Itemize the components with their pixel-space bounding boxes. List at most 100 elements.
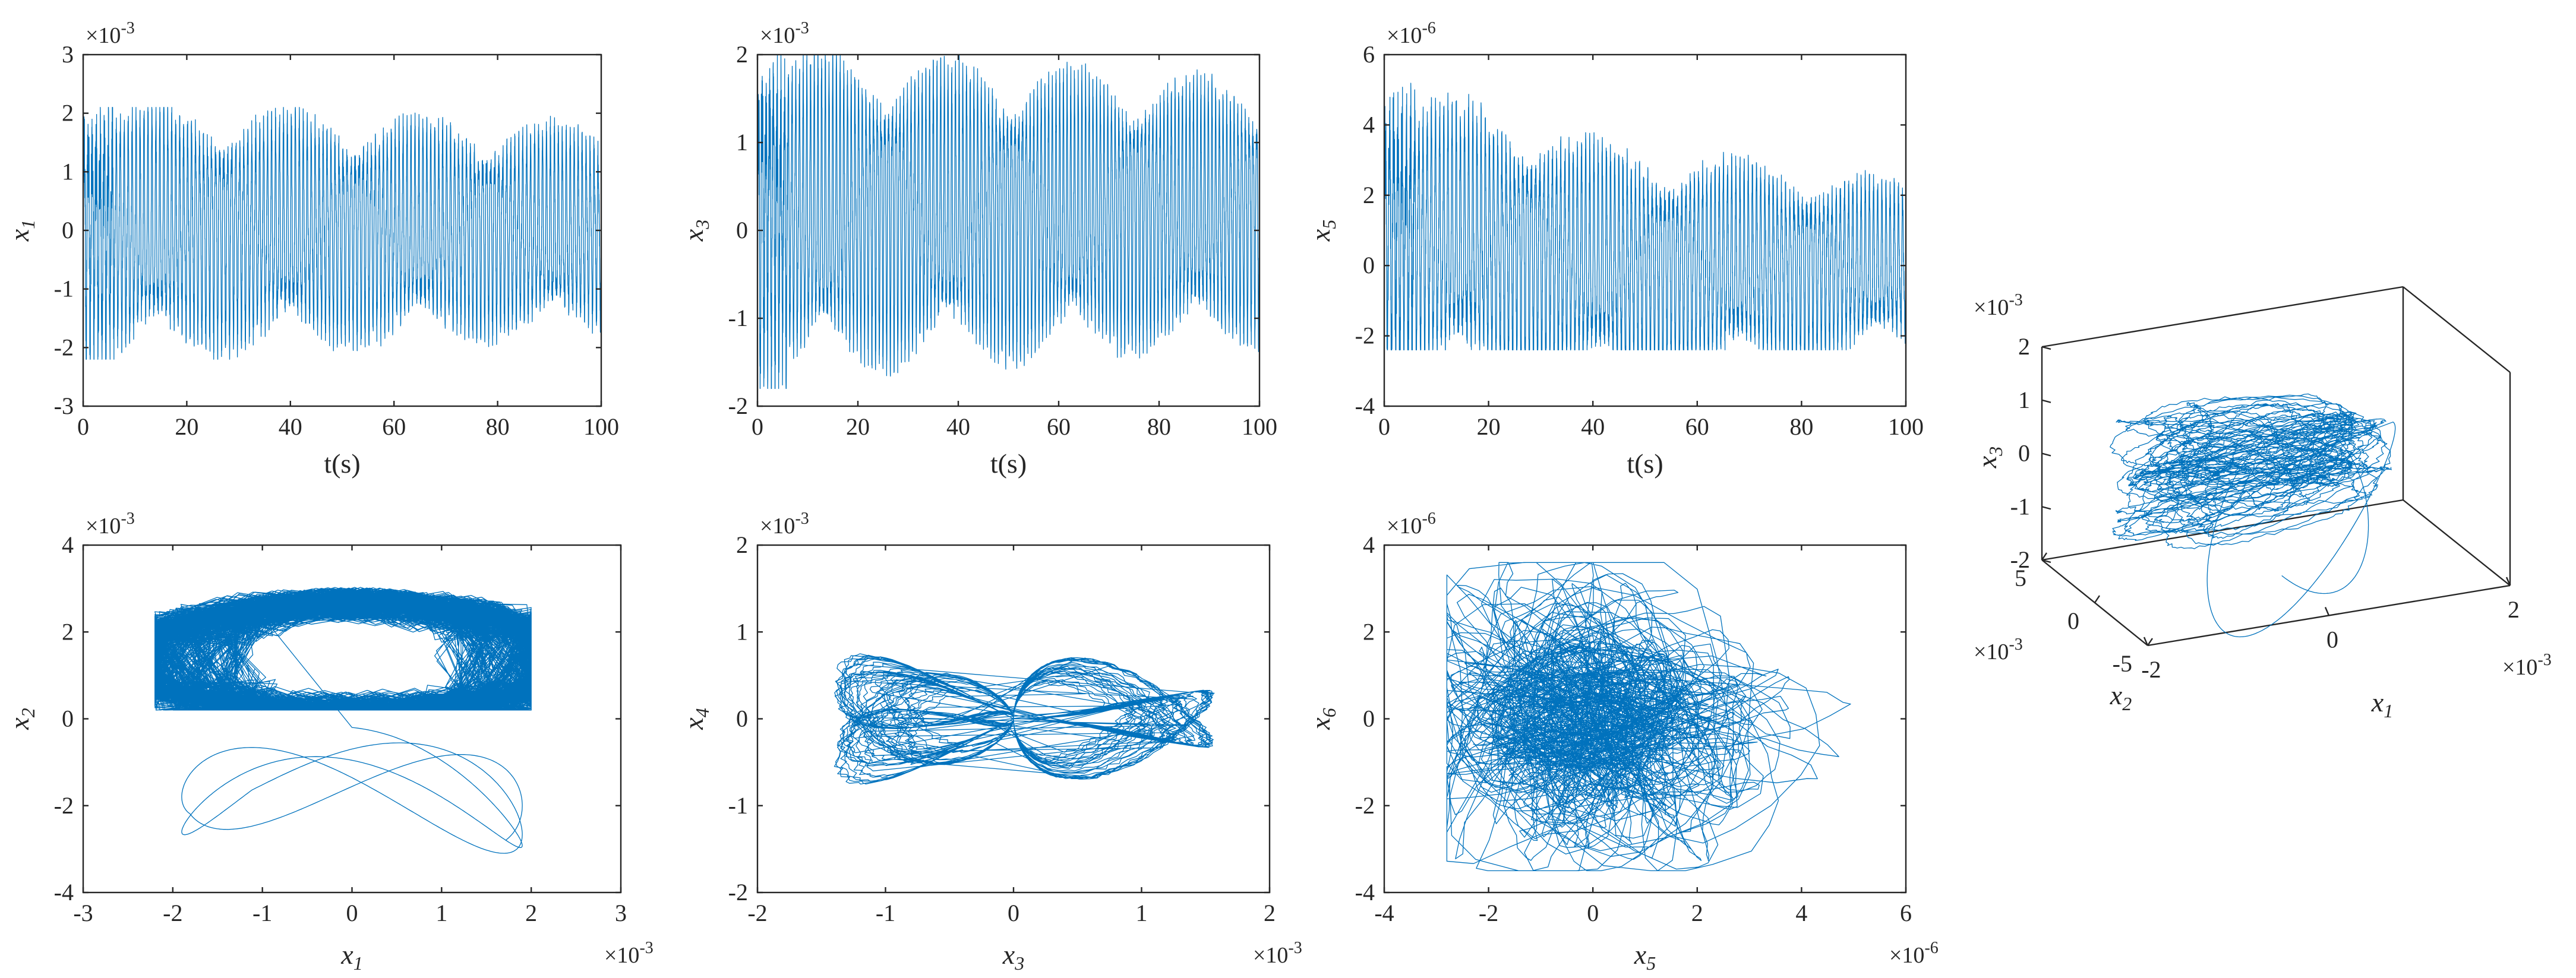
x-tick-mark bbox=[2143, 637, 2149, 646]
y-axis-label: x2 bbox=[4, 708, 39, 730]
y-multiplier-base: ×10 bbox=[1974, 640, 2009, 664]
x-tick-label: 1 bbox=[435, 900, 447, 926]
x-tick-label: 60 bbox=[1685, 413, 1709, 440]
x-tick-label: 20 bbox=[846, 413, 870, 440]
x-multiplier: ×10-6 bbox=[1889, 939, 1939, 968]
x-tick-label: -3 bbox=[73, 900, 93, 926]
y-multiplier-base: ×10 bbox=[760, 514, 795, 539]
series-line-3d bbox=[2110, 393, 2396, 638]
chart-x3-t: 0 20 40 60 80 100 -2 -1 0 1 2 t(s) x3 ×10-3 bbox=[678, 19, 1277, 479]
y-axis-label-text: x5 bbox=[1305, 220, 1340, 242]
x-axis-label-text: x5 bbox=[1634, 939, 1656, 974]
z-tick-label: -1 bbox=[2010, 493, 2030, 520]
series-line-x1-t bbox=[83, 107, 601, 360]
x-tick-label: 4 bbox=[1795, 900, 1807, 926]
y-tick-label: -1 bbox=[728, 305, 748, 331]
z-axis-label: x3 bbox=[1972, 447, 2006, 469]
x-tick-label: -2 bbox=[1479, 900, 1498, 926]
y-multiplier: ×10-6 bbox=[1387, 509, 1436, 539]
x-tick-label: 0 bbox=[77, 413, 89, 440]
y-axis-label: x5 bbox=[1305, 220, 1340, 242]
x-tick-label: 2 bbox=[525, 900, 537, 926]
x-tick-label: 40 bbox=[1581, 413, 1605, 440]
z-multiplier-base: ×10 bbox=[1974, 295, 2009, 320]
y-tick-label: 2 bbox=[736, 531, 748, 558]
box-edge-back-right bbox=[2403, 499, 2511, 586]
y-axis-label-sub: 4 bbox=[692, 708, 713, 717]
y-axis-label-sub: 2 bbox=[2122, 693, 2132, 714]
x-tick-label: 0 bbox=[1378, 413, 1390, 440]
y-multiplier: ×10-3 bbox=[1974, 635, 2023, 664]
y-tick-label: 0 bbox=[1363, 252, 1375, 278]
plot-frame bbox=[1383, 53, 1907, 407]
chart-x5-t: 0 20 40 60 80 100 -4 -2 0 2 4 6 t(s) x5 ×10-6 bbox=[1305, 19, 1924, 479]
z-axis-label-base: x bbox=[1972, 455, 2002, 469]
y-multiplier-base: ×10 bbox=[86, 514, 121, 539]
x-axis-label: t(s) bbox=[324, 448, 360, 479]
x-multiplier-exp: -3 bbox=[1288, 939, 1302, 957]
y-axis-label-base: x bbox=[1305, 229, 1336, 242]
y-axis-label-text: x4 bbox=[678, 708, 713, 730]
x-tick-label: 20 bbox=[1477, 413, 1501, 440]
y-multiplier-exp: -3 bbox=[121, 509, 134, 528]
box-edge-back-left bbox=[2041, 499, 2404, 561]
y-axis-label-base: x bbox=[678, 229, 709, 242]
x-axis-label-text: x1 bbox=[2371, 687, 2393, 721]
y-tick-label: -1 bbox=[728, 792, 748, 819]
y-axis-label: x3 bbox=[678, 220, 713, 242]
y-axis-label-sub: 3 bbox=[692, 220, 713, 230]
x-tick-label: 40 bbox=[279, 413, 302, 440]
y-tick-label: 0 bbox=[736, 705, 748, 732]
x-tick-label: 3 bbox=[615, 900, 627, 926]
x-tick-label: 60 bbox=[382, 413, 406, 440]
z-tick-mark bbox=[2041, 452, 2051, 457]
z-tick-mark bbox=[2041, 506, 2051, 510]
x-tick-label: 40 bbox=[946, 413, 970, 440]
z-axis-label-sub: 3 bbox=[1985, 447, 2006, 457]
series-line-x5-t bbox=[1384, 83, 1906, 350]
x-tick-label: -1 bbox=[876, 900, 895, 926]
y-axis-label-base: x bbox=[1305, 717, 1336, 730]
series-line-x5-x6 bbox=[1446, 562, 1851, 872]
y-tick-label: 0 bbox=[62, 217, 74, 243]
y-axis-label: x4 bbox=[678, 708, 713, 730]
x-tick-label: 80 bbox=[486, 413, 510, 440]
z-axis-label-text: x3 bbox=[1972, 447, 2006, 469]
y-tick-label: 1 bbox=[736, 129, 748, 156]
x-tick-label: 20 bbox=[175, 413, 198, 440]
x-tick-label: 80 bbox=[1147, 413, 1171, 440]
x-axis-label: t(s) bbox=[990, 448, 1027, 479]
y-axis-label-sub: 5 bbox=[1318, 220, 1340, 229]
y-tick-label: -2 bbox=[54, 334, 74, 360]
y-axis-label-sub: 2 bbox=[17, 708, 39, 717]
x-tick-label: 100 bbox=[583, 413, 619, 440]
x-tick-label: -2 bbox=[163, 900, 182, 926]
y-multiplier-base: ×10 bbox=[760, 23, 795, 48]
x-tick-label: 0 bbox=[752, 413, 763, 440]
y-tick-mark bbox=[2147, 638, 2153, 646]
z-tick-mark bbox=[2041, 559, 2051, 564]
y-multiplier: ×10-3 bbox=[86, 509, 135, 539]
y-axis-label-sub: 6 bbox=[1318, 708, 1340, 717]
z-tick-mark bbox=[2041, 346, 2051, 350]
x-axis-label-base: x bbox=[2371, 687, 2384, 717]
y-tick-label: 2 bbox=[62, 618, 74, 645]
x-tick-label: 1 bbox=[1136, 900, 1148, 926]
series-line-x3-x4 bbox=[834, 653, 1215, 785]
y-multiplier: ×10-3 bbox=[760, 19, 809, 48]
z-tick-label: 0 bbox=[2018, 440, 2030, 467]
x-tick-mark bbox=[2505, 577, 2511, 586]
y-axis-label-text: x1 bbox=[4, 220, 39, 242]
x-multiplier-exp: -6 bbox=[1924, 939, 1938, 957]
z-tick-label: -2 bbox=[2010, 546, 2030, 573]
x-multiplier: ×10-3 bbox=[1253, 939, 1302, 968]
y-tick-label: -5 bbox=[2113, 650, 2132, 677]
y-axis-label-base: x bbox=[4, 717, 34, 730]
y-axis-label-base: x bbox=[2110, 680, 2123, 710]
y-tick-label: -2 bbox=[54, 792, 74, 819]
y-axis-label-text: x3 bbox=[678, 220, 713, 242]
